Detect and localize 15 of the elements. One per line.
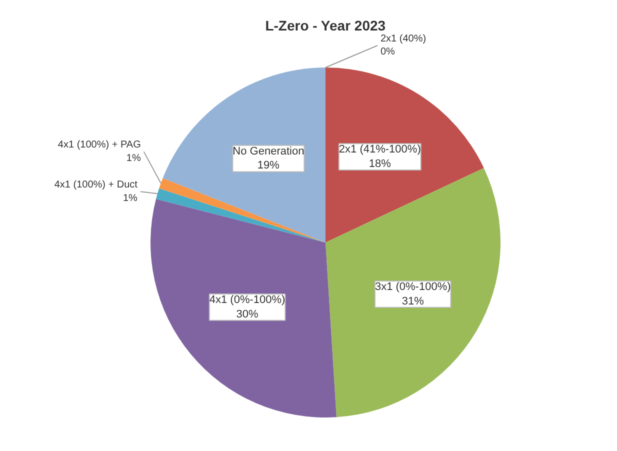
data-label: 19%	[257, 160, 280, 172]
slice-label: 4x1 (100%) + Duct	[54, 180, 138, 191]
data-label: 1%	[126, 152, 141, 164]
slice-label: 3x1 (0%-100%)	[374, 280, 451, 293]
slice-label: No Generation	[232, 145, 304, 158]
slice-label: 4x1 (100%) + PAG	[58, 140, 142, 151]
chart-title: L-Zero - Year 2023	[265, 18, 386, 34]
slice-label: 2x1 (41%-100%)	[338, 144, 421, 156]
data-label: 31%	[402, 295, 424, 308]
text: 0%	[380, 46, 395, 58]
data-label: 18%	[368, 158, 392, 170]
data-label: 1%	[122, 192, 138, 204]
slice-label: 4x1 (0%-100%)	[209, 294, 286, 306]
category-label: 2x1 (40%)	[380, 33, 426, 44]
data-label: 30%	[236, 308, 259, 320]
